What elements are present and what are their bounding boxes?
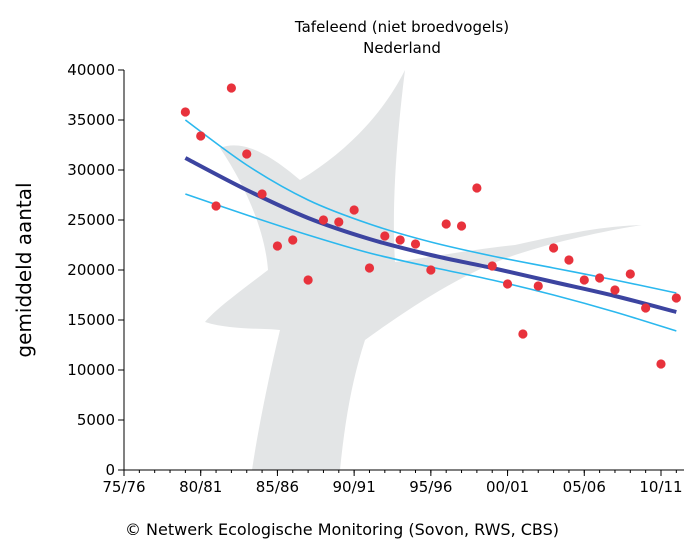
data-point — [318, 215, 329, 225]
data-point — [472, 183, 482, 193]
x-tick-label: 10/11 — [639, 478, 682, 496]
data-point — [564, 255, 574, 265]
data-point — [579, 275, 589, 285]
chart: Tafeleend (niet broedvogels) Nederland g… — [12, 18, 684, 496]
copyright-credit: © Netwerk Ecologische Monitoring (Sovon,… — [0, 520, 684, 539]
data-point — [641, 303, 651, 313]
data-point — [364, 263, 375, 273]
y-tick-label: 25000 — [67, 211, 115, 229]
x-tick-label: 05/06 — [563, 478, 606, 496]
y-tick-label: 40000 — [67, 61, 115, 79]
bird-watermark — [205, 70, 642, 470]
data-point — [211, 201, 221, 211]
data-point — [625, 269, 635, 279]
data-point — [242, 149, 252, 159]
data-point — [487, 261, 497, 271]
y-tick-label: 5000 — [77, 411, 115, 429]
y-axis-label: gemiddeld aantal — [12, 182, 36, 357]
x-tick-label: 85/86 — [256, 478, 299, 496]
data-point — [395, 235, 405, 245]
data-point — [426, 265, 436, 275]
data-point — [595, 273, 605, 283]
y-axis-ticks: 0 5000 10000 15000 20000 25000 30000 35000 40000 — [67, 61, 124, 479]
data-point — [518, 329, 528, 339]
chart-title: Tafeleend (niet broedvogels) — [294, 18, 509, 36]
y-tick-label: 35000 — [67, 111, 115, 129]
data-point — [349, 205, 359, 215]
data-point — [180, 107, 190, 117]
data-point — [196, 131, 206, 141]
plot-area — [180, 70, 681, 470]
data-point — [502, 279, 513, 289]
data-point — [288, 235, 298, 245]
x-tick-label: 90/91 — [333, 478, 376, 496]
data-point — [272, 241, 283, 251]
data-point — [456, 221, 467, 231]
y-tick-label: 0 — [105, 461, 115, 479]
y-tick-label: 20000 — [67, 261, 115, 279]
y-tick-label: 15000 — [67, 311, 115, 329]
data-point — [334, 217, 344, 227]
y-tick-label: 10000 — [67, 361, 115, 379]
data-point — [410, 239, 421, 249]
x-tick-label: 75/76 — [102, 478, 145, 496]
data-point — [656, 359, 666, 369]
data-point — [548, 243, 559, 253]
data-point — [533, 281, 543, 291]
data-point — [671, 293, 681, 303]
data-point — [441, 219, 451, 229]
x-tick-label: 80/81 — [179, 478, 222, 496]
chart-subtitle: Nederland — [363, 39, 441, 57]
axes: 0 5000 10000 15000 20000 25000 30000 35000 40000… — [67, 61, 684, 496]
x-tick-label: 95/96 — [409, 478, 452, 496]
data-point — [226, 83, 236, 93]
data-point — [303, 275, 313, 285]
y-tick-label: 30000 — [67, 161, 115, 179]
credit-text: © Netwerk Ecologische Monitoring (Sovon,… — [124, 520, 560, 539]
data-point — [380, 231, 390, 241]
data-point — [257, 189, 267, 199]
x-tick-label: 00/01 — [486, 478, 529, 496]
confidence-upper-line — [184, 119, 677, 294]
x-axis-ticks: 75/76 80/81 85/86 90/91 95/96 00/01 05/06 10/11 — [102, 470, 683, 496]
data-point — [610, 285, 620, 295]
data-points — [180, 83, 681, 369]
